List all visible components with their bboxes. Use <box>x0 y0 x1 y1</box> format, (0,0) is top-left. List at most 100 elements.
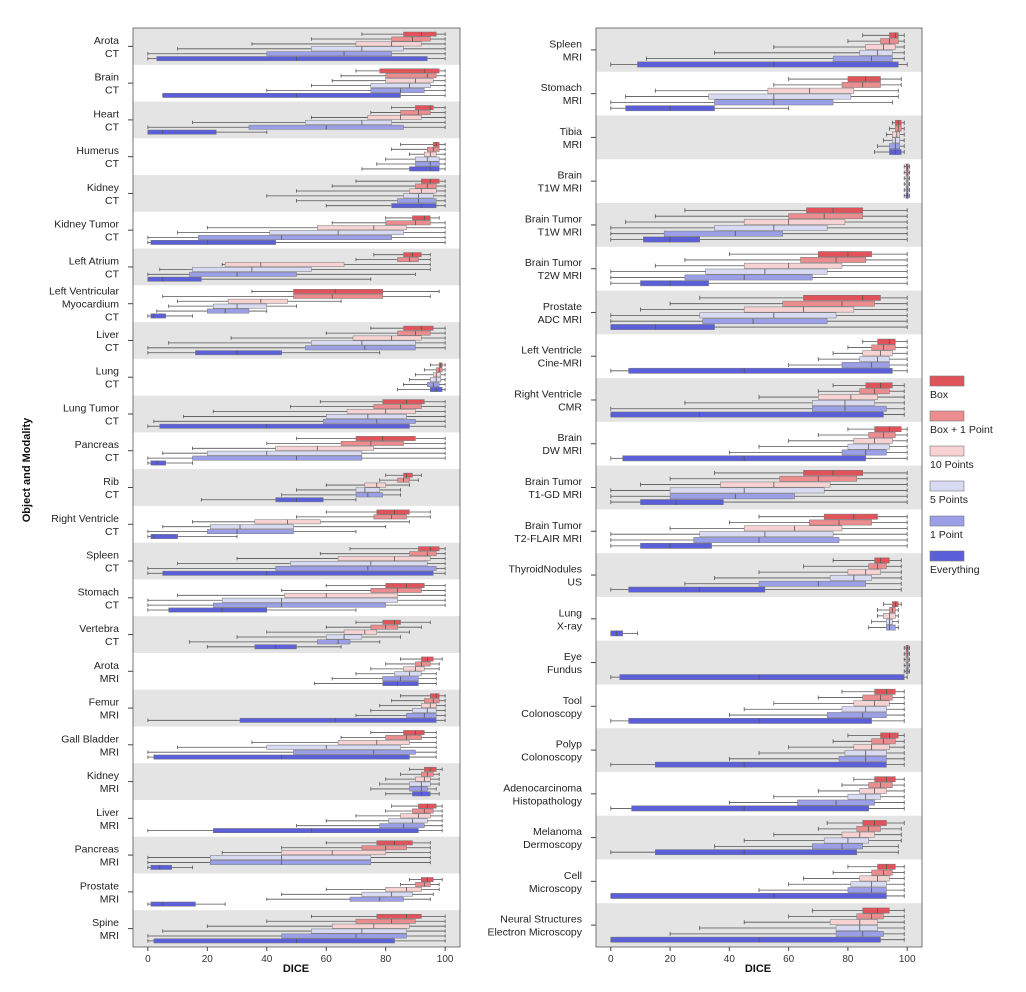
box <box>337 739 410 745</box>
box <box>397 257 419 262</box>
category-label-line: MRI <box>563 139 582 151</box>
category-label-line: MRI <box>563 95 582 107</box>
box <box>400 813 431 819</box>
x-tick-label: 20 <box>665 954 677 965</box>
category-label-line: CMR <box>558 401 582 413</box>
category-label: Brain Tumor T1-GD MRI <box>525 476 583 501</box>
category-label-line: Kidney Tumor <box>54 219 119 231</box>
box <box>153 938 395 944</box>
category-label-line: CT <box>105 158 120 170</box>
x-tick-label: 60 <box>783 954 795 965</box>
category-label-line: T1W MRI <box>538 226 582 238</box>
box <box>198 235 392 240</box>
box <box>150 864 172 870</box>
box <box>847 887 887 893</box>
category-label-line: Fundus <box>547 664 582 676</box>
box <box>150 240 276 245</box>
box <box>874 426 902 433</box>
box <box>628 367 893 374</box>
box <box>610 324 715 330</box>
category-label-line: T1W MRI <box>538 183 582 195</box>
box <box>702 318 828 325</box>
category-label-line: MRI <box>100 746 119 758</box>
box <box>290 561 428 566</box>
box <box>835 925 878 931</box>
legend-label: Box <box>930 389 949 401</box>
category-label-line: Arota <box>94 35 119 47</box>
box <box>829 575 872 581</box>
box <box>373 404 422 410</box>
category-label-line: Brain <box>557 170 582 182</box>
legend-label: 5 Points <box>930 494 968 506</box>
box <box>207 529 294 535</box>
category-label: Eye Fundus <box>547 651 582 676</box>
category-label-line: MRI <box>100 893 119 905</box>
box <box>841 706 887 713</box>
box <box>147 276 202 282</box>
box <box>207 308 250 314</box>
category-label-line: X-ray <box>557 620 583 632</box>
box <box>355 41 422 47</box>
box <box>403 472 413 478</box>
category-label-line: MRI <box>563 51 582 63</box>
box <box>856 913 884 920</box>
box <box>150 901 196 907</box>
box <box>210 855 372 860</box>
box <box>195 350 282 356</box>
category-label-line: US <box>567 577 582 589</box>
box <box>168 607 268 613</box>
category-label: Rib CT <box>103 476 119 501</box>
category-label-line: MRI <box>100 710 119 722</box>
box <box>370 624 398 630</box>
box <box>385 583 425 588</box>
box <box>317 225 407 231</box>
box <box>669 487 825 494</box>
category-label-line: Neural Structures <box>500 914 582 926</box>
category-label-line: Colonoscopy <box>521 708 582 720</box>
box <box>221 597 398 603</box>
box <box>743 219 846 225</box>
category-label: Stomach CT <box>78 586 120 611</box>
box <box>818 394 878 400</box>
legend: Box Box + 1 Point 10 Points 5 Points 1 Point… <box>929 375 993 576</box>
box <box>317 639 351 645</box>
box <box>862 907 890 914</box>
legend-swatch <box>929 515 965 527</box>
box <box>311 340 416 346</box>
category-label-line: Spleen <box>549 38 582 50</box>
category-label-line: CT <box>105 379 120 391</box>
legend-label: 10 Points <box>930 459 974 471</box>
box <box>311 46 404 52</box>
box <box>156 56 428 62</box>
category-label-line: Liver <box>96 807 119 819</box>
category-label-line: CT <box>105 636 120 648</box>
box <box>147 129 217 135</box>
category-label: Stomach MRI <box>541 82 583 107</box>
box <box>415 105 434 111</box>
box <box>192 455 363 461</box>
box <box>406 713 437 718</box>
category-label: Right Ventricle CMR <box>514 388 582 413</box>
category-label: Melanoma Dermoscopy <box>523 826 583 851</box>
category-label-line: Brain Tumor <box>525 520 583 532</box>
box <box>859 356 890 362</box>
box <box>388 818 428 824</box>
box <box>859 788 887 794</box>
box <box>210 860 372 865</box>
category-label: Right Ventricle CT <box>51 513 119 538</box>
box <box>355 918 416 924</box>
box <box>610 893 887 899</box>
box <box>812 843 863 850</box>
box <box>829 919 878 926</box>
box <box>823 513 878 520</box>
box <box>337 556 431 561</box>
box <box>305 345 416 351</box>
box <box>325 414 407 419</box>
box <box>643 236 700 243</box>
category-label-line: Spine <box>92 917 119 929</box>
category-label: Left Ventricle Cine-MRI <box>521 345 582 370</box>
box <box>293 289 383 294</box>
category-label: Liver CT <box>96 329 119 354</box>
legend-swatch <box>929 445 965 457</box>
